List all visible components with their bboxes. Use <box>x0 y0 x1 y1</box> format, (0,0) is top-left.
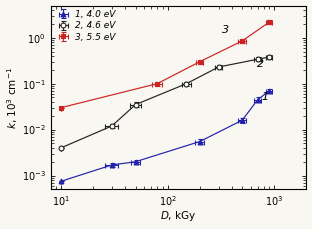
X-axis label: $D$, kGy: $D$, kGy <box>160 210 197 224</box>
Text: 2: 2 <box>256 59 264 69</box>
Legend: 1, 4.0 eV, 2, 4.6 eV, 3, 5.5 eV: 1, 4.0 eV, 2, 4.6 eV, 3, 5.5 eV <box>53 8 117 43</box>
Text: 1: 1 <box>261 92 268 102</box>
Y-axis label: $k$, 10$^3$ cm$^{-1}$: $k$, 10$^3$ cm$^{-1}$ <box>6 66 20 128</box>
Text: 3: 3 <box>222 25 229 35</box>
